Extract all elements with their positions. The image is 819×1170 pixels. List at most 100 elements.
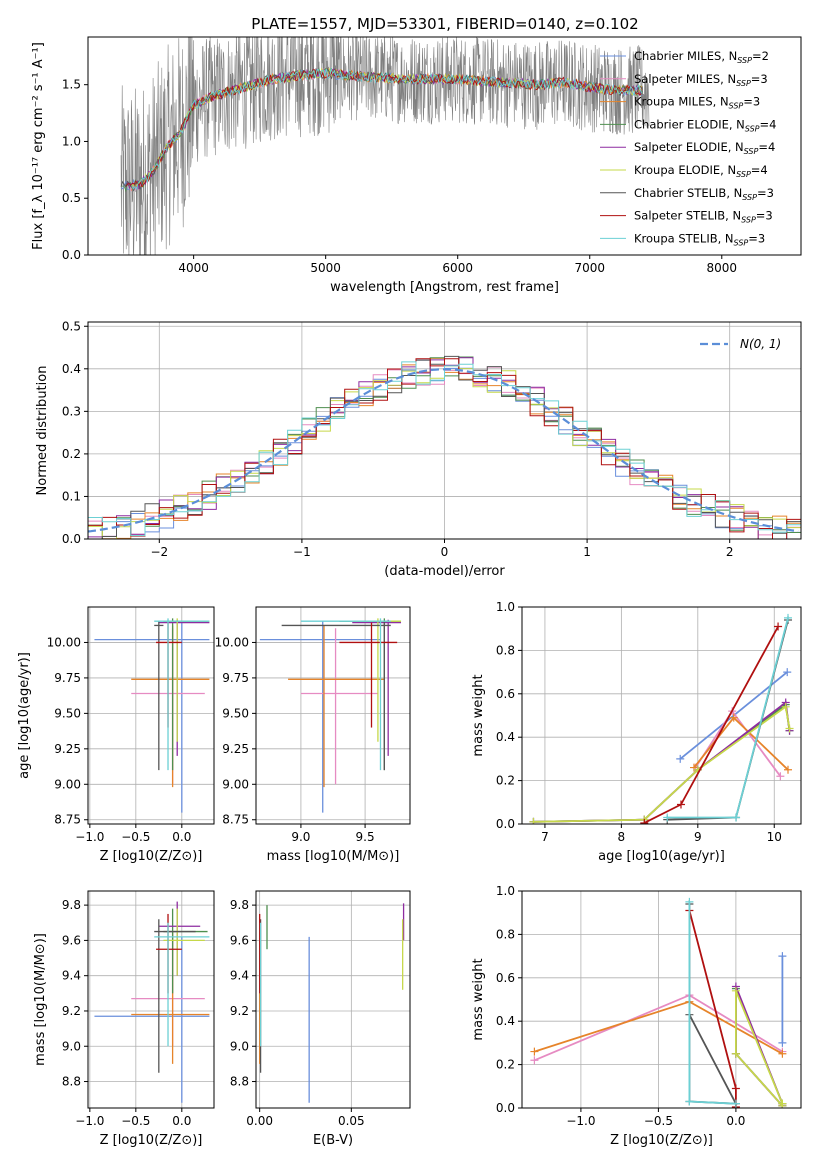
figure-title: PLATE=1557, MJD=53301, FIBERID=0140, z=0… xyxy=(251,15,638,33)
x-tick-label: 7 xyxy=(541,830,549,844)
weight-marker-kroupa-elodie xyxy=(785,724,794,733)
legend-label-salpeter-stelib: Salpeter STELIB, NSSP=3 xyxy=(634,209,773,225)
legend-label-kroupa-stelib: Kroupa STELIB, NSSP=3 xyxy=(634,231,765,247)
weight-marker-kroupa-elodie xyxy=(778,1099,787,1108)
y-tick-label: 9.0 xyxy=(62,1039,81,1053)
weight-marker-salpeter-miles xyxy=(776,772,785,781)
legend-label-kroupa-elodie: Kroupa ELODIE, NSSP=4 xyxy=(634,163,768,179)
y-tick-label: 0.0 xyxy=(496,1101,515,1115)
weight-marker-kroupa-miles xyxy=(784,765,793,774)
weight-marker-salpeter-stelib xyxy=(676,800,685,809)
plot-area xyxy=(530,897,787,1108)
y-tick-label: 9.0 xyxy=(230,1039,249,1053)
x-axis-label: E(B-V) xyxy=(313,1133,353,1148)
histogram-salpeter-stelib xyxy=(88,358,801,539)
panel-massweight-vs-age: 7 8 9 10 0.0 0.2 0.4 0.6 0.8 1.0 age [log10(age/yr… xyxy=(471,600,802,864)
y-tick-label: 9.6 xyxy=(62,933,81,947)
y-tick-label: 1.0 xyxy=(62,134,81,148)
x-tick-label: 8000 xyxy=(707,261,738,275)
x-tick-label: 0.0 xyxy=(726,1114,745,1128)
plot-area xyxy=(259,903,405,1103)
x-tick-label: −1.0 xyxy=(75,830,104,844)
panel-spectrum: 4000 5000 6000 7000 8000 0.0 0.5 1.0 1.5 waveleng… xyxy=(31,36,802,295)
axes-frame xyxy=(521,890,802,1109)
weight-marker-kroupa-elodie xyxy=(731,1049,740,1058)
y-tick-label: 8.75 xyxy=(54,813,81,827)
plot-area xyxy=(120,37,650,255)
y-tick-label: 0.5 xyxy=(62,319,81,333)
x-tick-label: 4000 xyxy=(178,261,209,275)
axes-frame xyxy=(255,606,411,825)
y-tick-label: 0.3 xyxy=(62,404,81,418)
y-axis-label: age [log10(age/yr)] xyxy=(17,652,32,779)
y-axis-label: Flux [f_λ 10⁻¹⁷ erg cm⁻² s⁻¹ A⁻¹] xyxy=(31,42,46,250)
weight-marker-kroupa-stelib xyxy=(731,1099,740,1108)
y-tick-label: 8.75 xyxy=(222,813,249,827)
plot-area xyxy=(529,613,794,824)
y-tick-label: 9.50 xyxy=(54,706,81,720)
y-tick-label: 0.1 xyxy=(62,489,81,503)
weight-marker-kroupa-stelib xyxy=(784,613,793,622)
plot-area xyxy=(259,618,402,813)
x-axis-label: Z [log10(Z/Z⊙)] xyxy=(610,1133,713,1148)
x-tick-label: 9.0 xyxy=(291,830,310,844)
plot-area xyxy=(94,618,210,813)
x-tick-label: −1.0 xyxy=(566,1114,595,1128)
plot-area xyxy=(88,355,801,539)
y-tick-label: 9.6 xyxy=(230,933,249,947)
data-spectrum-line xyxy=(120,37,650,255)
y-tick-label: 0.0 xyxy=(496,817,515,831)
y-tick-label: 9.50 xyxy=(222,706,249,720)
y-tick-label: 0.8 xyxy=(496,927,515,941)
weight-marker-kroupa-miles xyxy=(729,713,738,722)
axes-frame xyxy=(87,606,215,825)
y-tick-label: 9.2 xyxy=(62,1004,81,1018)
y-tick-label: 0.2 xyxy=(62,447,81,461)
x-tick-label: 0.00 xyxy=(246,1114,273,1128)
weight-marker-kroupa-elodie xyxy=(731,986,740,995)
weight-marker-salpeter-stelib xyxy=(640,818,649,824)
weight-marker-chabrier-miles xyxy=(783,668,792,677)
legend-label-salpeter-miles: Salpeter MILES, NSSP=3 xyxy=(634,72,768,88)
weight-marker-kroupa-elodie xyxy=(781,702,790,711)
y-tick-label: 0.2 xyxy=(496,774,515,788)
x-axis-label: Z [log10(Z/Z⊙)] xyxy=(100,1133,203,1148)
weight-marker-salpeter-miles xyxy=(530,1056,539,1065)
y-tick-label: 1.5 xyxy=(62,78,81,92)
legend-label-chabrier-stelib: Chabrier STELIB, NSSP=3 xyxy=(634,186,774,202)
x-tick-label: 8 xyxy=(618,830,626,844)
legend-label-chabrier-miles: Chabrier MILES, NSSP=2 xyxy=(634,49,769,65)
panel-mass-vs-ebv: 0.00 0.05 8.8 9.0 9.2 9.4 9.6 9.8 E(B-V) xyxy=(230,890,411,1148)
y-tick-label: 8.8 xyxy=(230,1075,249,1089)
weight-marker-chabrier-miles xyxy=(676,754,685,763)
y-tick-label: 9.75 xyxy=(222,671,249,685)
y-tick-label: 10.00 xyxy=(215,635,249,649)
x-axis-label: Z [log10(Z/Z⊙)] xyxy=(100,849,203,864)
model-line-kroupa-elodie xyxy=(131,67,642,188)
x-tick-label: 9.5 xyxy=(356,830,375,844)
legend-label-kroupa-miles: Kroupa MILES, NSSP=3 xyxy=(634,95,760,111)
x-tick-label: −0.5 xyxy=(121,830,150,844)
y-tick-label: 9.25 xyxy=(54,742,81,756)
x-tick-label: 0.05 xyxy=(338,1114,365,1128)
x-tick-label: 0.0 xyxy=(172,830,191,844)
weight-line-kroupa-elodie xyxy=(735,990,784,1107)
axes-frame xyxy=(255,890,411,1109)
y-tick-label: 1.0 xyxy=(496,600,515,614)
y-axis-label: mass weight xyxy=(471,958,486,1040)
x-axis-label: (data-model)/error xyxy=(384,564,505,579)
weight-marker-kroupa-stelib xyxy=(685,1097,694,1106)
x-tick-label: 1 xyxy=(583,545,591,559)
x-tick-label: −1.0 xyxy=(75,1114,104,1128)
y-tick-label: 0.4 xyxy=(496,1014,515,1028)
axes-frame xyxy=(87,890,215,1109)
panel-mass-vs-z: −1.0 −0.5 0.0 8.8 9.0 9.2 9.4 9.6 9.8 Z [log10(Z/… xyxy=(33,890,215,1148)
x-tick-label: 10 xyxy=(767,830,782,844)
weight-marker-salpeter-stelib xyxy=(731,1084,740,1093)
y-tick-label: 0.4 xyxy=(496,730,515,744)
y-tick-label: 0.2 xyxy=(496,1058,515,1072)
weight-marker-kroupa-stelib xyxy=(663,813,672,822)
weight-marker-chabrier-miles xyxy=(778,1038,787,1047)
y-tick-label: 9.75 xyxy=(54,671,81,685)
